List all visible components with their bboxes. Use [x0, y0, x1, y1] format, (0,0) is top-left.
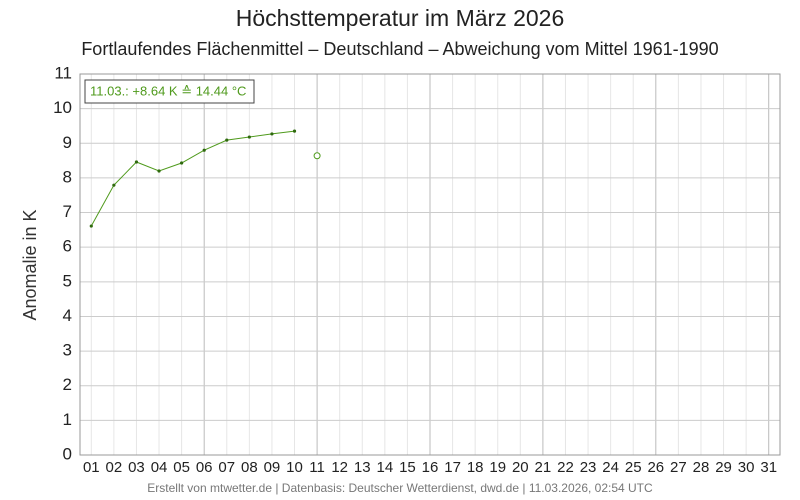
y-tick-label: 3 — [63, 341, 72, 360]
point — [270, 132, 274, 136]
x-tick-label: 04 — [151, 459, 168, 476]
x-tick-label: 27 — [670, 459, 687, 476]
point — [157, 169, 161, 173]
x-tick-label: 02 — [106, 459, 123, 476]
x-tick-label: 05 — [173, 459, 190, 476]
x-tick-label: 06 — [196, 459, 213, 476]
point — [313, 152, 321, 160]
point — [292, 129, 297, 133]
y-tick-label: 0 — [63, 444, 72, 463]
x-tick-label: 20 — [512, 459, 529, 476]
footer: Erstellt von mtwetter.de | Datenbasis: D… — [147, 481, 653, 495]
grid — [80, 73, 780, 456]
x-tick-label: 01 — [83, 459, 100, 476]
y-tick-label: 5 — [63, 271, 72, 290]
x-tick-label: 22 — [557, 459, 574, 476]
point — [180, 161, 184, 165]
x-tick-label: 31 — [760, 459, 777, 476]
x-tick-label: 16 — [422, 459, 439, 476]
x-tick-label: 25 — [625, 459, 642, 476]
x-tick-label: 24 — [602, 459, 619, 476]
y-tick-label: 4 — [63, 306, 72, 325]
x-tick-label: 08 — [241, 459, 258, 476]
x-tick-label: 15 — [399, 459, 416, 476]
y-tick-label: 11 — [54, 63, 72, 82]
plot-frame — [79, 73, 781, 456]
x-tick-label: 30 — [738, 459, 755, 476]
point — [225, 138, 229, 142]
x-tick-label: 26 — [647, 459, 664, 476]
point — [134, 160, 139, 164]
point — [202, 148, 206, 152]
y-tick-label: 6 — [63, 237, 72, 256]
x-tick-label: 10 — [286, 459, 303, 476]
x-tick-label: 19 — [489, 459, 506, 476]
chart-title: Höchsttemperatur im März 2026 — [236, 5, 565, 31]
point — [247, 135, 251, 139]
y-tick-label: 10 — [53, 98, 72, 117]
point — [112, 183, 116, 187]
y-tick-label: 2 — [63, 375, 72, 394]
y-tick-label: 9 — [63, 133, 72, 152]
y-tick-label: 8 — [63, 167, 72, 186]
x-tick-label: 17 — [444, 459, 461, 476]
x-tick-label: 29 — [715, 459, 732, 476]
y-axis-label: Anomalie in K — [20, 209, 40, 320]
x-tick-label: 13 — [354, 459, 371, 476]
x-tick-label: 03 — [128, 459, 145, 476]
x-tick-label: 28 — [693, 459, 710, 476]
y-tick-label: 1 — [63, 410, 72, 429]
x-tick-label: 21 — [535, 459, 552, 476]
chart-subtitle: Fortlaufendes Flächenmittel – Deutschlan… — [81, 39, 718, 59]
x-tick-label: 11 — [309, 459, 325, 476]
x-tick-label: 12 — [331, 459, 348, 476]
x-tick-label: 09 — [264, 459, 281, 476]
x-tick-label: 18 — [467, 459, 484, 476]
y-tick-label: 7 — [63, 202, 72, 221]
line — [90, 130, 295, 227]
point — [89, 224, 93, 228]
x-tick-label: 23 — [580, 459, 597, 476]
annotation: 11.03.: +8.64 K ≙ 14.44 °C — [90, 83, 246, 98]
annotation-box — [84, 79, 255, 104]
x-tick-label: 14 — [376, 459, 393, 476]
x-tick-label: 07 — [218, 459, 235, 476]
